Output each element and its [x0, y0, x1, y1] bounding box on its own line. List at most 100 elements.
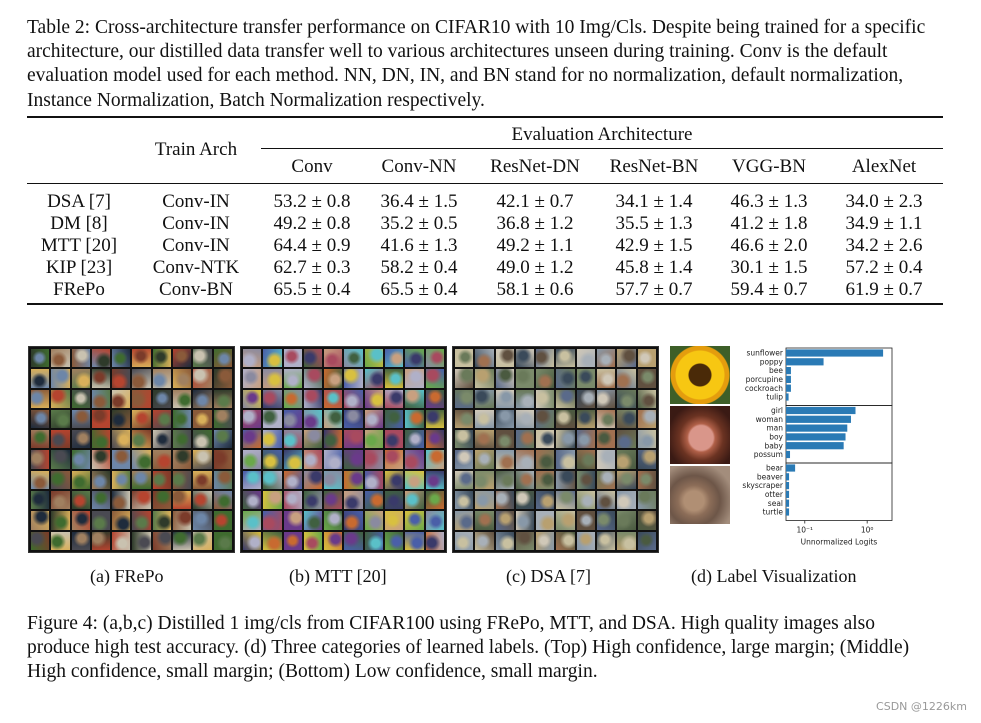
thumbnail-image	[364, 430, 384, 449]
thumbnail-image	[536, 491, 555, 510]
thumbnail-image	[213, 409, 232, 429]
thumbnail-image	[597, 450, 616, 469]
thumbnail-image	[71, 369, 90, 388]
thumbnail-image	[31, 349, 50, 368]
thumbnail-image	[31, 470, 50, 490]
thumbnail-image	[515, 531, 535, 550]
chart-bar	[786, 464, 796, 472]
thumbnail-image	[425, 430, 444, 449]
thumbnail-image	[283, 369, 302, 388]
thumbnail-image	[405, 491, 424, 510]
thumbnail-image	[243, 430, 262, 449]
thumbnail-image	[91, 531, 111, 550]
subcaption-c: (c) DSA [7]	[506, 566, 591, 586]
thumbnail-image	[243, 369, 262, 388]
thumbnail-image	[344, 409, 363, 429]
value-cell: 64.4 ± 0.9	[273, 235, 351, 256]
thumbnail-image	[243, 450, 262, 469]
thumbnail-image	[132, 511, 151, 530]
thumbnail-image	[91, 470, 111, 490]
thumbnail-image	[51, 430, 70, 449]
thumbnail-image	[637, 491, 656, 510]
thumbnail-image	[495, 450, 514, 469]
thumbnail-image	[303, 369, 323, 388]
thumbnail-image	[173, 531, 192, 550]
thumbnail-image	[617, 491, 636, 510]
thumbnail-image	[152, 450, 172, 469]
thumbnail-image	[515, 349, 535, 368]
thumbnail-image	[91, 349, 111, 368]
col-header: AlexNet	[851, 155, 917, 177]
train-arch-cell: Conv-IN	[162, 213, 230, 234]
thumbnail-image	[303, 491, 323, 510]
thumbnail-image	[405, 430, 424, 449]
method-cell: DM [8]	[50, 213, 108, 234]
chart-bar	[786, 349, 884, 357]
thumbnail-image	[425, 470, 444, 490]
thumbnail-image	[152, 470, 172, 490]
category-label: man	[766, 424, 783, 433]
thumbnail-image	[475, 470, 494, 490]
thumbnail-image	[536, 450, 555, 469]
train-arch-header: Train Arch	[154, 138, 238, 160]
thumbnail-image	[364, 450, 384, 469]
thumbnail-image	[31, 491, 50, 510]
thumbnail-image	[576, 450, 596, 469]
method-cell: FRePo	[53, 279, 105, 300]
chart-bar	[786, 367, 791, 375]
thumbnail-image	[71, 470, 90, 490]
thumbnail-image	[364, 511, 384, 530]
thumbnail-image	[173, 430, 192, 449]
thumbnail-image	[536, 389, 555, 408]
thumbnail-image	[637, 511, 656, 530]
label-visualization-chart: sunflowerpoppybeeporcupinecockroachtulip…	[742, 347, 893, 547]
thumbnail-image	[132, 409, 151, 429]
thumbnail-image	[173, 349, 192, 368]
value-cell: 58.2 ± 0.4	[380, 257, 458, 278]
value-cell: 49.2 ± 1.1	[496, 235, 574, 256]
thumbnail-image	[576, 511, 596, 530]
thumbnail-image	[515, 389, 535, 408]
bear-image	[670, 466, 730, 524]
thumbnail-image	[283, 531, 302, 550]
figure-caption: Figure 4: (a,b,c) Distilled 1 img/cls fr…	[27, 613, 910, 683]
thumbnail-image	[51, 511, 70, 530]
thumbnail-image	[112, 389, 131, 408]
thumbnail-image	[213, 389, 232, 408]
thumbnail-image	[364, 531, 384, 550]
thumbnail-image	[243, 349, 262, 368]
thumbnail-image	[515, 369, 535, 388]
value-cell: 41.6 ± 1.3	[380, 235, 458, 256]
value-cell: 53.2 ± 0.8	[273, 190, 351, 212]
thumbnail-image	[405, 531, 424, 550]
thumbnail-image	[112, 349, 131, 368]
thumbnail-image	[132, 389, 151, 408]
thumbnail-image	[495, 389, 514, 408]
thumbnail-image	[617, 511, 636, 530]
thumbnail-image	[385, 531, 404, 550]
thumbnail-image	[152, 389, 172, 408]
category-label: bee	[769, 366, 783, 375]
eval-header-rule	[261, 148, 943, 149]
sunflower-image	[670, 346, 730, 404]
thumbnail-image	[51, 531, 70, 550]
frepo-image-grid	[28, 346, 235, 553]
thumbnail-image	[556, 349, 575, 368]
thumbnail-image	[324, 349, 343, 368]
thumbnail-image	[576, 531, 596, 550]
train-arch-cell: Conv-BN	[159, 279, 233, 300]
thumbnail-image	[364, 389, 384, 408]
thumbnail-image	[475, 389, 494, 408]
thumbnail-image	[597, 349, 616, 368]
thumbnail-image	[556, 430, 575, 449]
thumbnail-image	[283, 450, 302, 469]
thumbnail-image	[303, 470, 323, 490]
thumbnail-image	[152, 491, 172, 510]
category-label: girl	[771, 406, 783, 415]
thumbnail-image	[597, 409, 616, 429]
value-cell: 36.8 ± 1.2	[496, 213, 574, 234]
thumbnail-image	[364, 349, 384, 368]
value-cell: 62.7 ± 0.3	[273, 257, 351, 278]
thumbnail-image	[425, 531, 444, 550]
thumbnail-image	[576, 369, 596, 388]
